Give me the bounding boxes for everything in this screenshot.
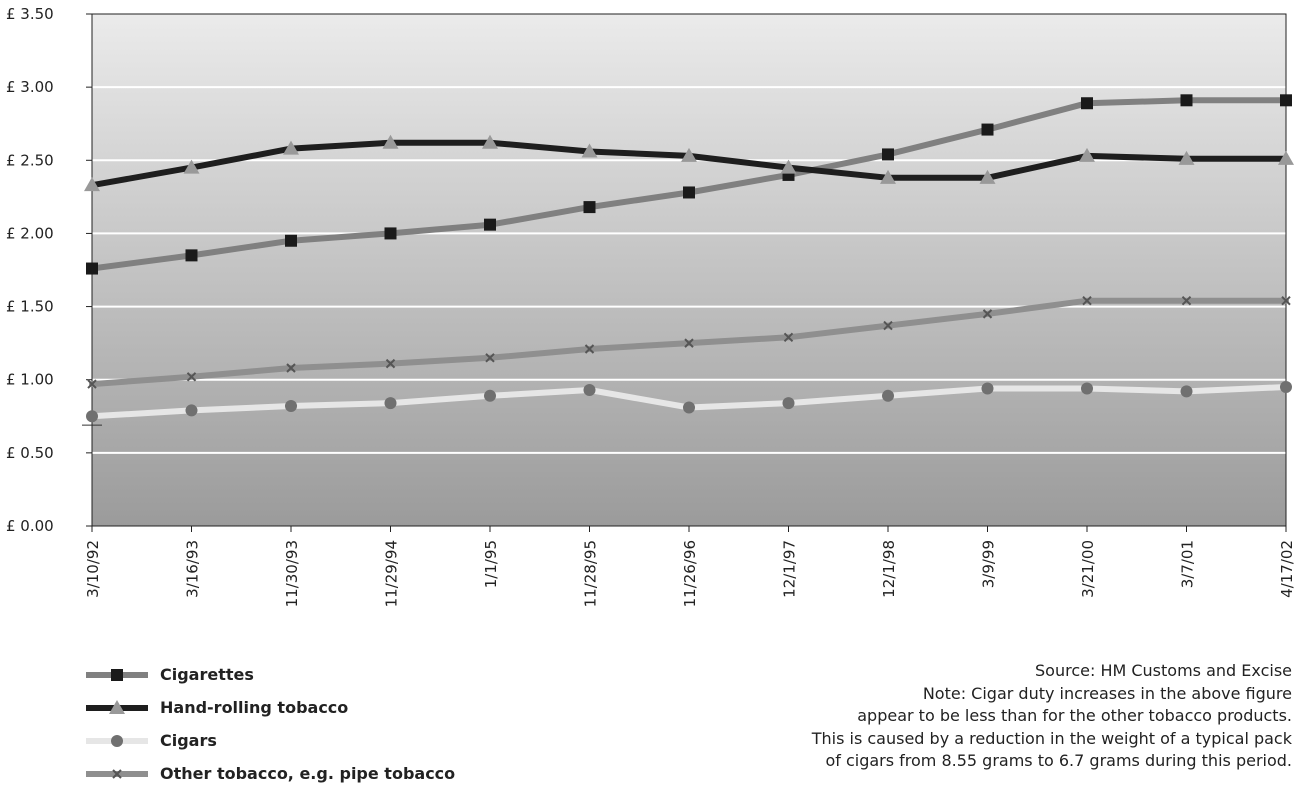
- data-point: [1081, 382, 1093, 395]
- data-point: [84, 177, 100, 192]
- note-line-3: This is caused by a reduction in the wei…: [811, 728, 1292, 748]
- y-tick-label: £ 2.50: [6, 151, 54, 169]
- data-point: [581, 143, 598, 158]
- y-tick-labels: £ 0.00 £ 0.50 £ 1.00 £ 1.50 £ 2.00 £ 2.50 £ 3.…: [6, 5, 54, 535]
- data-point: [1178, 150, 1195, 165]
- data-point: [86, 262, 98, 275]
- data-point: [683, 186, 695, 199]
- data-point: [780, 159, 797, 174]
- legend-label-other-tobacco: Other tobacco, e.g. pipe tobacco: [160, 764, 456, 783]
- data-point: [185, 249, 198, 262]
- x-tick-label: 3/10/92: [84, 540, 102, 598]
- data-point: [1082, 296, 1092, 306]
- series-markers: [84, 94, 1294, 423]
- y-tick-label: £ 0.50: [6, 444, 54, 462]
- data-point: [385, 358, 396, 369]
- data-point: [1280, 94, 1292, 107]
- x-tick-labels: 3/10/92 3/16/93 11/30/93 11/29/94 1/1/95 11/2…: [84, 540, 1296, 607]
- legend-item-hand-rolling-tobacco: Hand-rolling tobacco: [86, 691, 455, 724]
- data-point: [1181, 296, 1192, 306]
- data-point: [583, 201, 596, 214]
- source-notes: Source: HM Customs and Excise Note: Ciga…: [812, 660, 1292, 773]
- legend-label-cigars: Cigars: [160, 731, 217, 750]
- note-line-2: appear to be less than for the other tob…: [857, 706, 1292, 725]
- x-tick-label: 11/28/95: [582, 540, 600, 607]
- data-point: [979, 169, 996, 184]
- y-tick-label: £ 3.50: [6, 5, 54, 23]
- y-tick-label: £ 1.50: [6, 298, 54, 316]
- data-point: [783, 332, 794, 342]
- data-point: [1079, 147, 1095, 162]
- legend: Cigarettes Hand-rolling tobacco Cigars O…: [86, 658, 455, 790]
- data-point: [283, 140, 299, 155]
- y-tick-label: £ 0.00: [6, 517, 54, 535]
- data-point: [981, 123, 994, 136]
- note-line-1: Note: Cigar duty increases in the above …: [922, 683, 1292, 703]
- y-tick-label: £ 2.00: [6, 224, 54, 242]
- legend-swatch-cigarettes: [86, 668, 148, 681]
- data-point: [681, 147, 697, 162]
- data-point: [485, 353, 495, 363]
- data-point: [782, 397, 795, 410]
- plot-area: [92, 14, 1286, 526]
- x-tick-label: 4/17/02: [1278, 540, 1296, 598]
- data-point: [684, 338, 694, 348]
- data-point: [183, 159, 200, 174]
- data-point: [683, 401, 695, 414]
- data-point: [286, 363, 296, 373]
- legend-swatch-cigars: [86, 734, 148, 747]
- data-point: [1278, 150, 1294, 165]
- note-line-4: of cigars from 8.55 grams to 6.7 grams d…: [825, 751, 1292, 770]
- data-point: [1280, 381, 1292, 394]
- legend-item-cigars: Cigars: [86, 724, 455, 757]
- data-point: [186, 372, 197, 382]
- source-text: Source: HM Customs and Excise: [1035, 661, 1292, 680]
- data-point: [1180, 94, 1193, 107]
- data-point: [883, 320, 893, 331]
- data-point: [484, 389, 496, 402]
- y-tick-label: £ 3.00: [6, 78, 54, 96]
- x-tick-label: 1/1/95: [482, 540, 500, 588]
- data-point: [86, 410, 98, 423]
- legend-swatch-other-tobacco: [86, 768, 148, 779]
- data-point: [1081, 97, 1093, 110]
- x-tick-label: 3/9/99: [980, 540, 998, 588]
- data-point: [1180, 385, 1193, 398]
- data-point: [484, 218, 496, 231]
- x-tick-label: 11/30/93: [283, 540, 301, 607]
- legend-item-cigarettes: Cigarettes: [86, 658, 455, 691]
- legend-item-other-tobacco: Other tobacco, e.g. pipe tobacco: [86, 757, 455, 790]
- x-tick-label: 3/16/93: [184, 540, 202, 598]
- legend-label-cigarettes: Cigarettes: [160, 665, 254, 684]
- data-point: [285, 234, 297, 247]
- data-point: [880, 169, 896, 184]
- data-point: [382, 134, 399, 149]
- x-tick-label: 3/21/00: [1079, 540, 1097, 598]
- data-point: [583, 383, 596, 396]
- data-point: [482, 134, 498, 149]
- legend-label-hand-rolling-tobacco: Hand-rolling tobacco: [160, 698, 349, 717]
- legend-swatch-hand-rolling-tobacco: [86, 699, 148, 714]
- x-tick-label: 11/29/94: [383, 540, 401, 607]
- data-point: [87, 379, 97, 389]
- x-tick-label: 12/1/97: [781, 540, 799, 598]
- x-tick-label: 3/7/01: [1179, 540, 1197, 588]
- data-point: [882, 148, 894, 161]
- x-tick-label: 12/1/98: [880, 540, 898, 598]
- data-point: [981, 382, 994, 395]
- data-point: [185, 404, 198, 417]
- data-point: [384, 227, 397, 240]
- data-point: [285, 400, 297, 413]
- data-point: [882, 389, 894, 402]
- chart: £ 0.00 £ 0.50 £ 1.00 £ 1.50 £ 2.00 £ 2.50 £ 3.…: [6, 5, 1296, 607]
- data-point: [384, 397, 397, 410]
- y-tick-label: £ 1.00: [6, 371, 54, 389]
- data-point: [584, 344, 595, 354]
- x-tick-label: 11/26/96: [681, 540, 699, 607]
- data-point: [1281, 296, 1291, 306]
- data-point: [982, 309, 993, 319]
